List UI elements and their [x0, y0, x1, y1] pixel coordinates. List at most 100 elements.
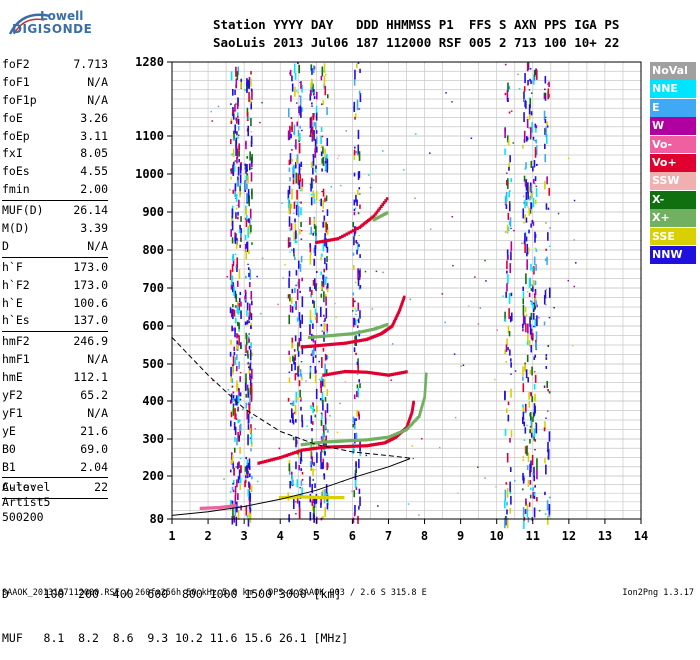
echo-trace-point — [391, 437, 394, 441]
echo-noise-dot — [534, 318, 537, 328]
echo-noise-dot — [236, 402, 239, 406]
echo-noise-dot — [293, 248, 295, 254]
echo-noise-dot — [527, 323, 529, 334]
echo-noise-dot — [237, 476, 240, 484]
echo-noise-dot — [547, 389, 549, 392]
echo-noise-dot — [239, 423, 242, 432]
echo-trace-point — [402, 428, 405, 433]
echo-trace-point — [312, 335, 315, 339]
x-tick-label: 1 — [168, 529, 175, 543]
echo-trace-point — [311, 495, 315, 499]
echo-noise-dot — [298, 507, 301, 519]
echo-trace-point — [408, 418, 411, 422]
echo-noise-dot — [238, 419, 240, 423]
echo-trace-point — [369, 443, 372, 447]
echo-trace-point — [339, 445, 343, 449]
echo-noise-dot — [523, 139, 526, 143]
echo-noise-dot — [309, 324, 311, 335]
echo-trace-point — [409, 424, 412, 428]
param-row-he: h`E 100.6 — [2, 295, 108, 313]
echo-noise-dot — [536, 163, 538, 166]
echo-trace-point — [346, 439, 349, 443]
echo-noise-dot — [409, 298, 411, 301]
echo-noise-dot — [310, 82, 312, 88]
echo-trace-point — [382, 201, 386, 205]
echo-noise-dot — [534, 280, 537, 286]
echo-noise-dot — [320, 202, 322, 205]
param-row-hes: h`Es 137.0 — [2, 312, 108, 330]
echo-noise-dot — [507, 212, 510, 220]
echo-noise-dot — [514, 370, 517, 372]
header-row-labels: Station YYYY DAY DDD HHMMSS P1 FFS S AXN… — [213, 17, 620, 32]
echo-noise-dot — [244, 382, 247, 391]
echo-noise-dot — [523, 477, 525, 481]
echo-noise-dot — [508, 201, 511, 204]
echo-noise-dot — [296, 289, 299, 301]
echo-noise-dot — [323, 322, 326, 333]
echo-noise-dot — [230, 275, 233, 286]
echo-noise-dot — [495, 486, 497, 488]
echo-noise-dot — [353, 317, 356, 325]
echo-trace-point — [307, 495, 310, 499]
echo-trace-point — [408, 416, 412, 421]
echo-noise-dot — [524, 199, 526, 209]
echo-noise-dot — [535, 264, 537, 271]
echo-noise-dot — [357, 212, 360, 215]
echo-noise-dot — [523, 175, 526, 182]
echo-noise-dot — [356, 63, 358, 69]
echo-noise-dot — [324, 353, 327, 361]
echo-trace-point — [391, 322, 395, 327]
echo-noise-dot — [530, 416, 533, 427]
echo-trace-point — [322, 445, 325, 449]
echo-noise-dot — [248, 402, 250, 409]
param-name: h`F2 — [2, 277, 30, 292]
echo-noise-dot — [250, 342, 252, 349]
echo-noise-dot — [230, 138, 232, 145]
echo-noise-dot — [355, 240, 358, 243]
echo-trace-point — [310, 335, 313, 339]
echo-noise-dot — [231, 208, 234, 219]
echo-noise-dot — [522, 488, 524, 491]
echo-noise-dot — [359, 68, 361, 73]
echo-trace-point — [285, 495, 289, 499]
echo-trace-point — [424, 375, 428, 379]
param-value: 173.0 — [73, 259, 108, 274]
echo-noise-dot — [288, 371, 291, 374]
echo-noise-dot — [247, 462, 250, 469]
echo-noise-dot — [251, 242, 253, 245]
echo-trace-point — [404, 427, 407, 431]
echo-noise-dot — [235, 466, 238, 468]
echo-noise-dot — [522, 383, 525, 393]
echo-noise-dot — [546, 256, 548, 266]
echo-trace-point — [335, 439, 338, 443]
echo-noise-dot — [289, 69, 292, 76]
echo-noise-dot — [297, 180, 300, 186]
echo-noise-dot — [529, 284, 532, 287]
echo-noise-dot — [326, 228, 329, 235]
echo-trace-point — [330, 496, 334, 500]
echo-noise-dot — [299, 105, 302, 110]
echo-noise-dot — [353, 264, 355, 271]
echo-noise-dot — [251, 352, 253, 357]
echo-noise-dot — [246, 88, 248, 93]
echo-trace-point — [365, 220, 369, 224]
echo-noise-dot — [289, 72, 291, 75]
echo-noise-dot — [358, 379, 361, 383]
echo-noise-dot — [352, 225, 355, 228]
echo-noise-dot — [321, 438, 323, 442]
echo-noise-dot — [238, 229, 241, 233]
echo-noise-dot — [351, 490, 353, 493]
echo-noise-dot — [536, 468, 538, 480]
echo-noise-dot — [310, 252, 312, 255]
echo-trace-point — [305, 495, 308, 499]
echo-trace-point — [205, 506, 208, 510]
echo-noise-dot — [232, 109, 235, 118]
echo-noise-dot — [358, 270, 360, 273]
echo-trace-point — [400, 303, 403, 307]
echo-noise-dot — [236, 97, 239, 103]
echo-noise-dot — [507, 347, 509, 351]
param-row-hf2: h`F2 173.0 — [2, 277, 108, 295]
echo-trace-point — [372, 214, 376, 218]
echo-noise-dot — [324, 257, 326, 265]
echo-noise-dot — [508, 203, 511, 212]
